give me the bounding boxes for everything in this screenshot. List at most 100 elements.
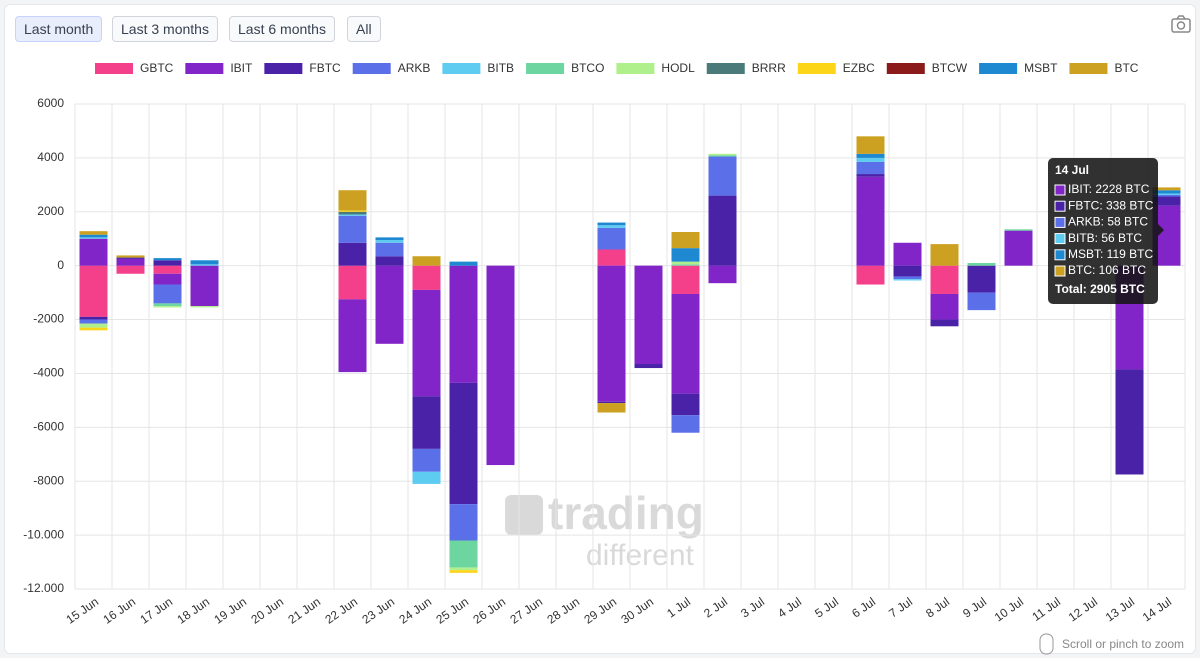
legend-label: MSBT [1024, 61, 1058, 75]
legend-swatch [706, 63, 745, 74]
tooltip-title: 14 Jul [1055, 163, 1089, 177]
bar-segment [597, 249, 626, 266]
bar-segment [671, 265, 700, 294]
zoom-hint: Scroll or pinch to zoom [1039, 633, 1184, 655]
bar-segment [708, 195, 737, 266]
legend-swatch [185, 63, 224, 74]
legend-label: BRRR [752, 61, 786, 75]
bar-segment [338, 210, 367, 212]
y-tick-label: 6000 [37, 96, 64, 110]
y-tick-label: 2000 [37, 204, 64, 218]
y-tick-label: -2000 [33, 312, 64, 326]
bar-segment [449, 570, 478, 573]
bar-segment [671, 231, 700, 249]
bar-segment [597, 227, 626, 250]
x-tick-label: 11 Jul [1030, 595, 1064, 624]
bar-segment [930, 319, 959, 327]
bar-segment [190, 306, 219, 308]
bar-segment [597, 401, 626, 404]
x-tick-label: 9 Jul [960, 595, 989, 621]
x-tick-label: 29 Jun [581, 595, 619, 627]
range-button[interactable]: Last 6 months [229, 16, 335, 42]
bar-segment [338, 242, 367, 266]
bar-segment [449, 540, 478, 568]
bar-segment [338, 265, 367, 300]
legend-label: BITB [487, 61, 514, 75]
range-button[interactable]: All [347, 16, 381, 42]
legend-label: BTCW [932, 61, 968, 75]
y-tick-label: -10.000 [23, 527, 64, 541]
bar-segment [671, 293, 700, 394]
bar-segment [190, 264, 219, 266]
x-tick-label: 23 Jun [359, 595, 397, 627]
bar-segment [116, 265, 145, 274]
x-tick-label: 6 Jul [849, 595, 878, 621]
bar-segment [1152, 193, 1181, 195]
tooltip-line: BITB: 56 BTC [1068, 231, 1142, 245]
x-tick-label: 16 Jun [100, 595, 138, 627]
range-button[interactable]: Last month [15, 16, 103, 42]
bar-segment [79, 231, 108, 235]
bar-segment [1152, 196, 1181, 206]
legend-label: FBTC [309, 61, 341, 75]
camera-icon[interactable] [1171, 15, 1191, 33]
legend-label: HODL [661, 61, 695, 75]
bar-segment [708, 153, 737, 156]
bar-segment [190, 260, 219, 265]
tooltip-box [1048, 158, 1158, 304]
bar-segment [856, 174, 885, 177]
bar-segment [1115, 369, 1144, 475]
range-button[interactable]: Last 3 months [112, 16, 218, 42]
bar-segment [967, 292, 996, 311]
x-tick-label: 4 Jul [775, 595, 804, 621]
x-tick-label: 19 Jun [211, 595, 249, 627]
tooltip-pointer [1158, 224, 1164, 236]
bar-segment [79, 319, 108, 324]
bar-segment [856, 161, 885, 175]
bar-segment [893, 276, 922, 280]
bar-segment [412, 448, 441, 472]
y-tick-label: -6000 [33, 420, 64, 434]
bar-segment [856, 136, 885, 154]
tooltip-swatch [1054, 233, 1066, 245]
x-tick-label: 17 Jun [137, 595, 175, 627]
x-tick-label: 13 Jul [1103, 595, 1137, 625]
bar-segment [338, 215, 367, 243]
x-tick-label: 18 Jun [174, 595, 212, 627]
bar-segment [634, 364, 663, 369]
tooltip-line: BTC: 106 BTC [1068, 263, 1146, 277]
x-tick-label: 24 Jun [396, 595, 434, 627]
bar-segment [153, 273, 182, 285]
bar-segment [893, 265, 922, 277]
bar-segment [449, 265, 478, 383]
x-tick-label: 5 Jul [812, 595, 841, 621]
bar-segment [116, 257, 145, 259]
legend-label: ARKB [398, 61, 431, 75]
bar-segment [1004, 230, 1033, 266]
bar-segment [449, 261, 478, 266]
legend-swatch [95, 63, 133, 74]
legend-label: BTC [1114, 61, 1138, 75]
legend-swatch [442, 63, 481, 74]
bar-segment [597, 225, 626, 228]
zoom-hint-text: Scroll or pinch to zoom [1062, 637, 1184, 651]
x-tick-label: 14 Jul [1140, 595, 1174, 625]
bar-segment [486, 265, 515, 466]
bar-segment [671, 248, 700, 262]
y-tick-label: 4000 [37, 150, 64, 164]
y-tick-label: -4000 [33, 366, 64, 380]
bar-segment [1152, 194, 1181, 197]
bar-segment [671, 261, 700, 265]
bar-segment [153, 260, 182, 266]
bar-segment [708, 155, 737, 157]
x-tick-label: 30 Jun [618, 595, 656, 627]
bar-segment [190, 265, 219, 307]
bar-segment [634, 265, 663, 365]
bar-segment [338, 214, 367, 216]
bar-segment [930, 293, 959, 320]
watermark-text: different [586, 539, 695, 572]
chart-card: Last month Last 3 months Last 6 months A… [4, 4, 1196, 654]
legend-swatch [797, 63, 836, 74]
bar-segment [1152, 187, 1181, 191]
tooltip-line: MSBT: 119 BTC [1068, 247, 1153, 261]
